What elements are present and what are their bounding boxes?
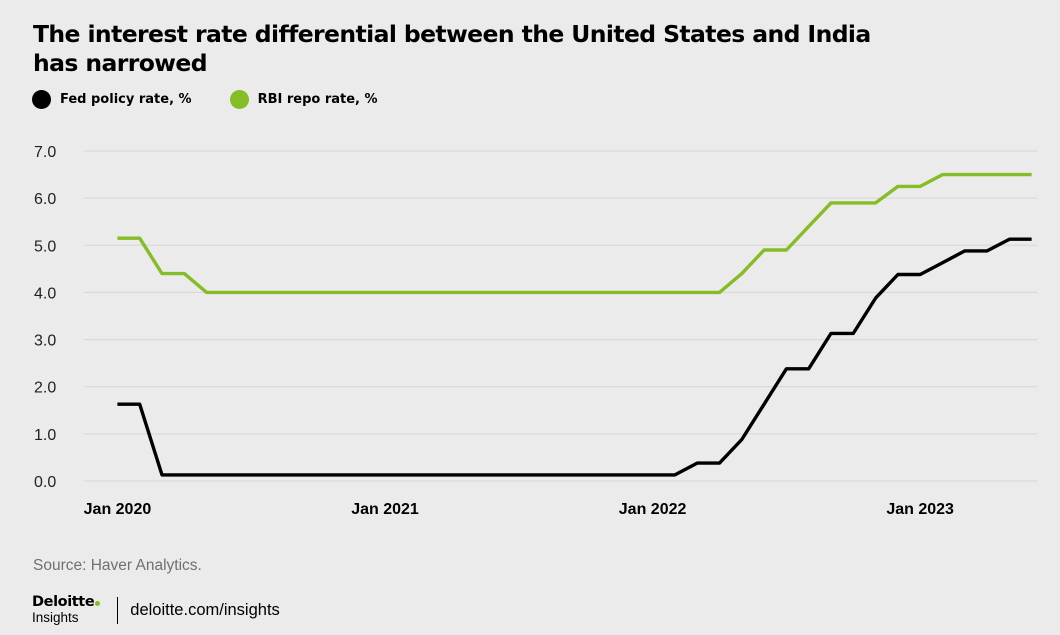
x-tick-label: Jan 2022	[619, 501, 687, 518]
footer: Deloitte Insights deloitte.com/insights	[32, 592, 280, 628]
x-axis: Jan 2020 Jan 2021 Jan 2022 Jan 2023	[84, 501, 954, 518]
x-tick-label: Jan 2023	[886, 501, 954, 518]
y-tick-label: 3.0	[34, 333, 56, 350]
chart-title-line-1: The interest rate differential between t…	[33, 20, 871, 48]
y-axis: 0.0 1.0 2.0 3.0 4.0 5.0 6.0 7.0	[34, 144, 56, 491]
source-note: Source: Haver Analytics.	[33, 557, 202, 574]
deloitte-insights-logo: Deloitte Insights	[32, 594, 101, 625]
chart-title-line-2: has narrowed	[33, 49, 208, 77]
series-line-rbi	[117, 172, 1032, 295]
y-tick-label: 1.0	[34, 427, 56, 444]
logo-wordmark: Deloitte	[32, 594, 101, 610]
line-chart: 0.01.02.03.04.05.06.07.0 Jan 2020 Jan 202…	[34, 144, 1037, 518]
legend-swatch-fed	[32, 89, 51, 109]
legend-label-fed: Fed policy rate, %	[60, 91, 192, 107]
gridlines	[84, 150, 1037, 482]
y-tick-label: 4.0	[34, 285, 56, 302]
logo-dot-icon	[95, 601, 101, 606]
legend-swatch-rbi	[229, 89, 249, 109]
y-tick-label: 0.0	[34, 474, 56, 491]
footer-url-link[interactable]: deloitte.com/insights	[130, 600, 280, 619]
footer-divider	[117, 596, 119, 624]
series-lines	[117, 172, 1032, 477]
y-tick-label: 6.0	[34, 191, 56, 208]
series-line-fed	[117, 237, 1032, 477]
logo-brand-name: Deloitte	[32, 594, 95, 610]
y-tick-label: 7.0	[34, 144, 56, 161]
x-tick-label: Jan 2021	[351, 501, 419, 518]
legend: Fed policy rate, % RBI repo rate, %	[32, 89, 416, 109]
chart-title: The interest rate differential between t…	[33, 20, 993, 78]
logo-subtitle: Insights	[32, 610, 79, 625]
legend-label-rbi: RBI repo rate, %	[257, 91, 378, 107]
legend-item-fed: Fed policy rate, %	[32, 89, 192, 109]
legend-item-rbi: RBI repo rate, %	[229, 89, 378, 109]
y-tick-label: 5.0	[34, 238, 56, 255]
x-tick-label: Jan 2020	[84, 501, 152, 518]
y-tick-label: 2.0	[34, 380, 56, 397]
